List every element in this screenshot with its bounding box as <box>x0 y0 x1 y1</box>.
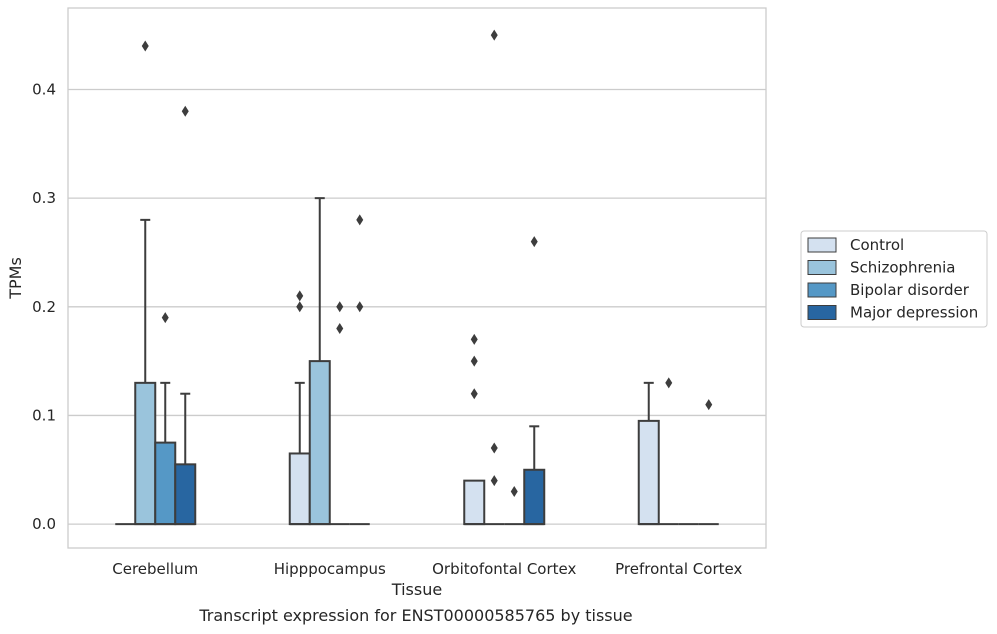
outlier-point <box>470 388 478 400</box>
y-tick-labels: 0.0 0.1 0.2 0.3 0.4 <box>32 80 56 533</box>
box <box>174 463 197 526</box>
outlier-point <box>490 29 498 41</box>
outlier-point <box>530 236 538 248</box>
y-tick-label: 0.0 <box>32 515 56 533</box>
legend-swatch <box>807 260 837 275</box>
y-tick-label: 0.3 <box>32 189 56 207</box>
y-tick-label: 0.4 <box>32 80 56 98</box>
outlier-point <box>161 312 169 324</box>
y-axis-label: TPMs <box>6 257 25 300</box>
x-tick-labels: Cerebellum Hipppocampus Orbitofontal Corte… <box>112 560 742 578</box>
legend: Control Schizophrenia Bipolar disorder Majo… <box>800 230 988 328</box>
box <box>288 452 311 526</box>
legend-label: Control <box>850 236 904 254</box>
x-tick-label: Prefrontal Cortex <box>615 560 742 578</box>
outlier-point <box>336 323 344 335</box>
outlier-point <box>356 214 364 226</box>
outlier-point <box>181 105 189 117</box>
legend-label: Major depression <box>850 304 978 322</box>
outlier-point <box>510 486 518 498</box>
outlier-point <box>296 301 304 313</box>
outlier-point <box>336 301 344 313</box>
outlier-point <box>141 40 149 52</box>
series-control <box>115 290 660 526</box>
figure-caption: Transcript expression for ENST0000058576… <box>199 606 633 625</box>
series-bipolar-disorder <box>154 301 699 526</box>
y-tick-label: 0.1 <box>32 406 56 424</box>
legend-swatch <box>807 237 837 253</box>
box <box>637 419 660 526</box>
box <box>463 479 486 526</box>
outlier-point <box>470 333 478 345</box>
outlier-point <box>490 442 498 454</box>
outlier-point <box>705 399 713 411</box>
legend-swatch <box>807 282 837 298</box>
x-tick-label: Orbitofontal Cortex <box>432 560 576 578</box>
outlier-point <box>296 290 304 302</box>
legend-label: Schizophrenia <box>850 259 955 277</box>
x-tick-label: Cerebellum <box>112 560 198 578</box>
box <box>308 360 331 526</box>
legend-swatch <box>807 305 837 320</box>
outlier-point <box>356 301 364 313</box>
series-major-depression <box>174 105 719 526</box>
legend-items: Control Schizophrenia Bipolar disorder Majo… <box>807 236 978 322</box>
outlier-point <box>490 475 498 487</box>
plot-area-frame <box>67 7 767 549</box>
x-tick-label: Hipppocampus <box>274 560 386 578</box>
legend-frame <box>800 230 988 328</box>
x-axis-label: Tissue <box>391 580 442 599</box>
box <box>523 468 546 526</box>
box <box>134 381 157 526</box>
series-schizophrenia <box>134 29 679 526</box>
outlier-point <box>470 355 478 367</box>
box <box>154 441 177 526</box>
y-tick-label: 0.2 <box>32 298 56 316</box>
box-series <box>115 29 719 526</box>
legend-label: Bipolar disorder <box>850 281 970 299</box>
outlier-point <box>665 377 673 389</box>
